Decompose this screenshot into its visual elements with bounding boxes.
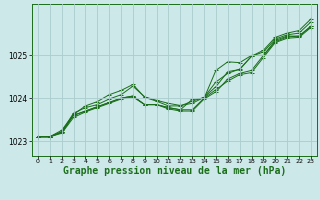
X-axis label: Graphe pression niveau de la mer (hPa): Graphe pression niveau de la mer (hPa) [63, 166, 286, 176]
